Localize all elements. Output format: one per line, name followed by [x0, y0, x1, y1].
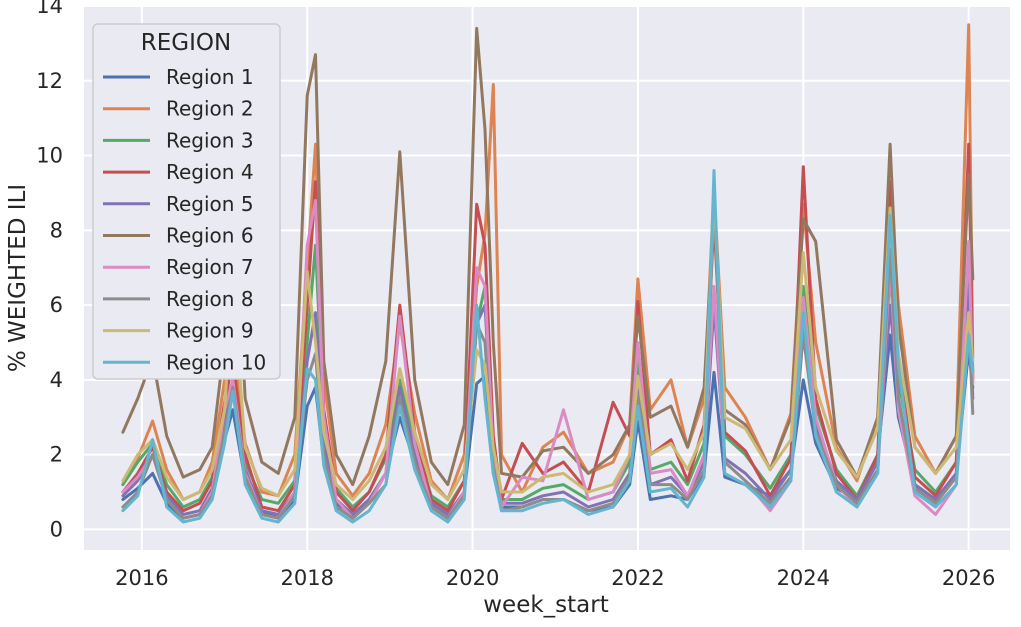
- x-tick-label: 2018: [281, 566, 334, 590]
- x-tick-label: 2016: [115, 566, 168, 590]
- y-tick-label: 2: [50, 443, 63, 467]
- x-tick-label: 2026: [942, 566, 995, 590]
- y-tick-label: 14: [36, 0, 63, 18]
- legend-label: Region 6: [166, 224, 254, 248]
- series-line-region-10: [121, 169, 975, 524]
- legend-label: Region 2: [166, 97, 254, 121]
- legend-items: Region 1 Region 2 Region 3 Region 4 Region 5…: [103, 65, 266, 374]
- y-tick-label: 10: [36, 144, 63, 168]
- legend-item-region-6: Region 6: [103, 224, 254, 248]
- x-tick-label: 2024: [777, 566, 830, 590]
- legend-item-region-2: Region 2: [103, 97, 254, 121]
- y-tick-label: 6: [50, 293, 63, 317]
- legend-item-region-8: Region 8: [103, 287, 254, 311]
- legend-item-region-4: Region 4: [103, 160, 254, 184]
- y-tick-label: 4: [50, 368, 63, 392]
- legend-label: Region 1: [166, 65, 254, 89]
- legend-label: Region 10: [166, 350, 266, 374]
- y-axis-title: % WEIGHTED ILI: [5, 184, 31, 372]
- series-line-region-6: [121, 26, 975, 487]
- y-tick-label: 0: [50, 517, 63, 541]
- series-lines: [121, 23, 975, 524]
- legend-item-region-1: Region 1: [103, 65, 254, 89]
- x-tick-label: 2022: [611, 566, 664, 590]
- legend-label: Region 3: [166, 128, 254, 152]
- x-axis-title: week_start: [483, 592, 609, 618]
- legend-title: REGION: [141, 30, 231, 56]
- legend-box: [92, 23, 281, 380]
- legend-item-region-5: Region 5: [103, 192, 254, 216]
- y-axis-ticks: 0 2 4 6 8 10 12 14: [36, 0, 63, 541]
- legend-item-region-9: Region 9: [103, 319, 254, 343]
- legend-item-region-7: Region 7: [103, 255, 254, 279]
- y-tick-label: 12: [36, 69, 63, 93]
- legend-label: Region 9: [166, 319, 254, 343]
- legend-item-region-10: Region 10: [103, 350, 266, 374]
- legend-label: Region 7: [166, 255, 254, 279]
- series-line-region-9: [121, 191, 975, 501]
- legend-label: Region 4: [166, 160, 254, 184]
- legend-item-region-3: Region 3: [103, 128, 254, 152]
- x-axis-ticks: 2016 2018 2020 2022 2024 2026: [115, 566, 995, 590]
- x-tick-label: 2020: [446, 566, 499, 590]
- legend-label: Region 5: [166, 192, 254, 216]
- legend-label: Region 8: [166, 287, 254, 311]
- y-tick-label: 8: [50, 218, 63, 242]
